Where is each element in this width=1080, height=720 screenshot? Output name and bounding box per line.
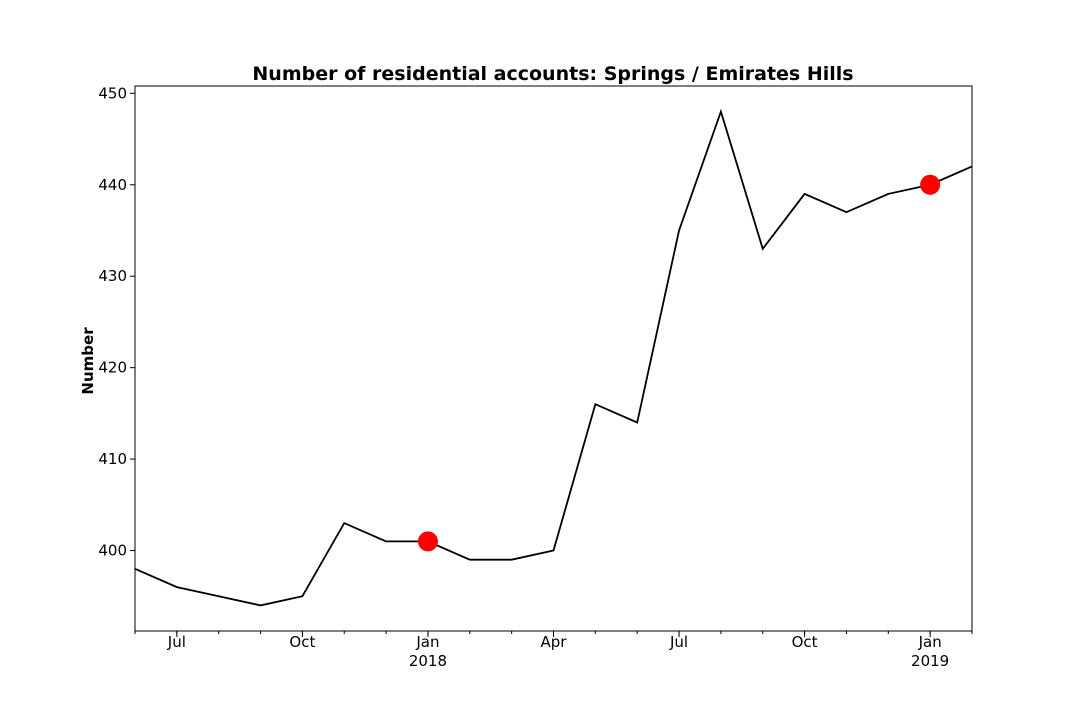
y-tick-label: 400	[98, 542, 127, 560]
y-tick-label: 410	[98, 450, 127, 468]
x-tick-label: Jul	[167, 633, 186, 651]
x-tick-label: Jan	[918, 633, 942, 651]
x-tick-year-label: 2018	[409, 652, 447, 670]
chart-title: Number of residential accounts: Springs …	[252, 63, 853, 85]
y-tick-label: 440	[98, 176, 127, 194]
series-line	[134, 108, 973, 607]
x-tick-label: Jan	[415, 633, 439, 651]
x-tick-year-label: 2019	[911, 652, 949, 670]
x-tick-label: Oct	[792, 633, 818, 651]
y-axis-label: Number	[79, 327, 97, 395]
plot-frame	[134, 85, 973, 632]
highlight-marker	[417, 531, 438, 552]
highlight-marker	[920, 174, 941, 195]
x-tick-label: Apr	[541, 633, 568, 651]
x-tick-label: Jul	[669, 633, 688, 651]
y-tick-label: 420	[98, 359, 127, 377]
x-tick-label: Oct	[289, 633, 315, 651]
y-tick-label: 430	[98, 267, 127, 285]
y-tick-label: 450	[98, 84, 127, 102]
